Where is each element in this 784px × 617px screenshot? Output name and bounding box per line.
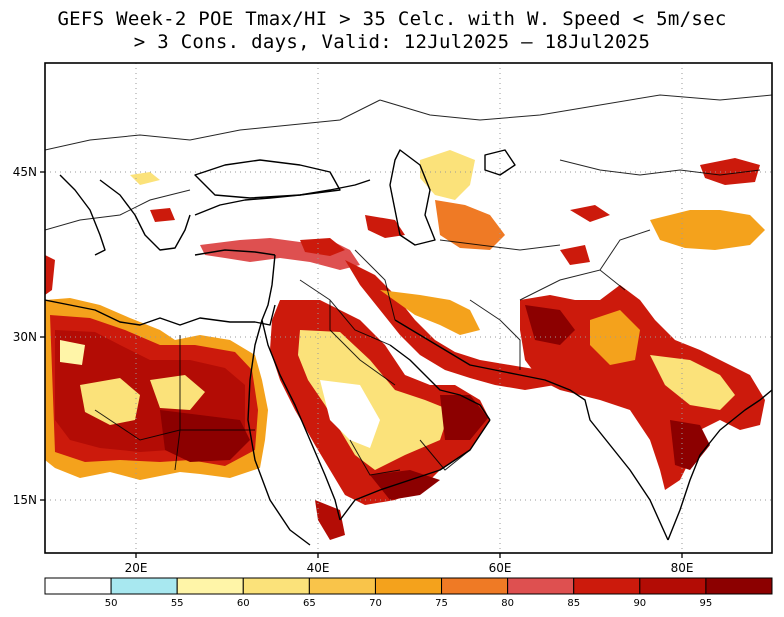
colorbar-swatch [110,577,178,595]
lon-label-80e: 80E [671,561,694,575]
colorbar-swatch [507,577,575,595]
lat-label-15n: 15N [13,493,37,507]
map-frame [44,62,773,554]
colorbar-label: 90 [633,598,646,609]
coastlines [45,149,772,546]
colorbar-label: 85 [567,598,580,609]
colorbar-label: 60 [237,598,250,609]
colorbar-label: 75 [435,598,448,609]
colorbar-swatch [242,577,310,595]
colorbar-swatch [44,577,112,595]
colorbar-label: 50 [105,598,118,609]
country-borders [45,94,772,476]
lat-label-30n: 30N [13,330,37,344]
colorbar-label: 70 [369,598,382,609]
colorbar-swatch [705,577,773,595]
map-title-line-1: GEFS Week-2 POE Tmax/HI > 35 Celc. with … [57,8,727,30]
colorbar-label: 80 [501,598,514,609]
colorbar-label: 95 [700,598,713,609]
colorbar-label: 55 [171,598,184,609]
graticule [45,63,772,553]
axis-ticks [40,171,683,558]
colorbar-swatch [441,577,509,595]
lon-label-60e: 60E [489,561,512,575]
colorbar-swatch [176,577,244,595]
colorbar-swatch [639,577,707,595]
colorbar-swatch [374,577,443,595]
lat-label-45n: 45N [13,165,37,179]
lon-label-40e: 40E [307,561,330,575]
probability-shading [45,150,765,540]
colorbar-swatch [573,577,641,595]
colorbar: 50 55 60 65 70 75 80 85 90 95 [44,577,773,609]
colorbar-label: 65 [303,598,316,609]
map-title-line-2: > 3 Cons. days, Valid: 12Jul2025 – 18Jul… [133,31,651,53]
colorbar-swatch [308,577,376,595]
lon-label-20e: 20E [125,561,148,575]
